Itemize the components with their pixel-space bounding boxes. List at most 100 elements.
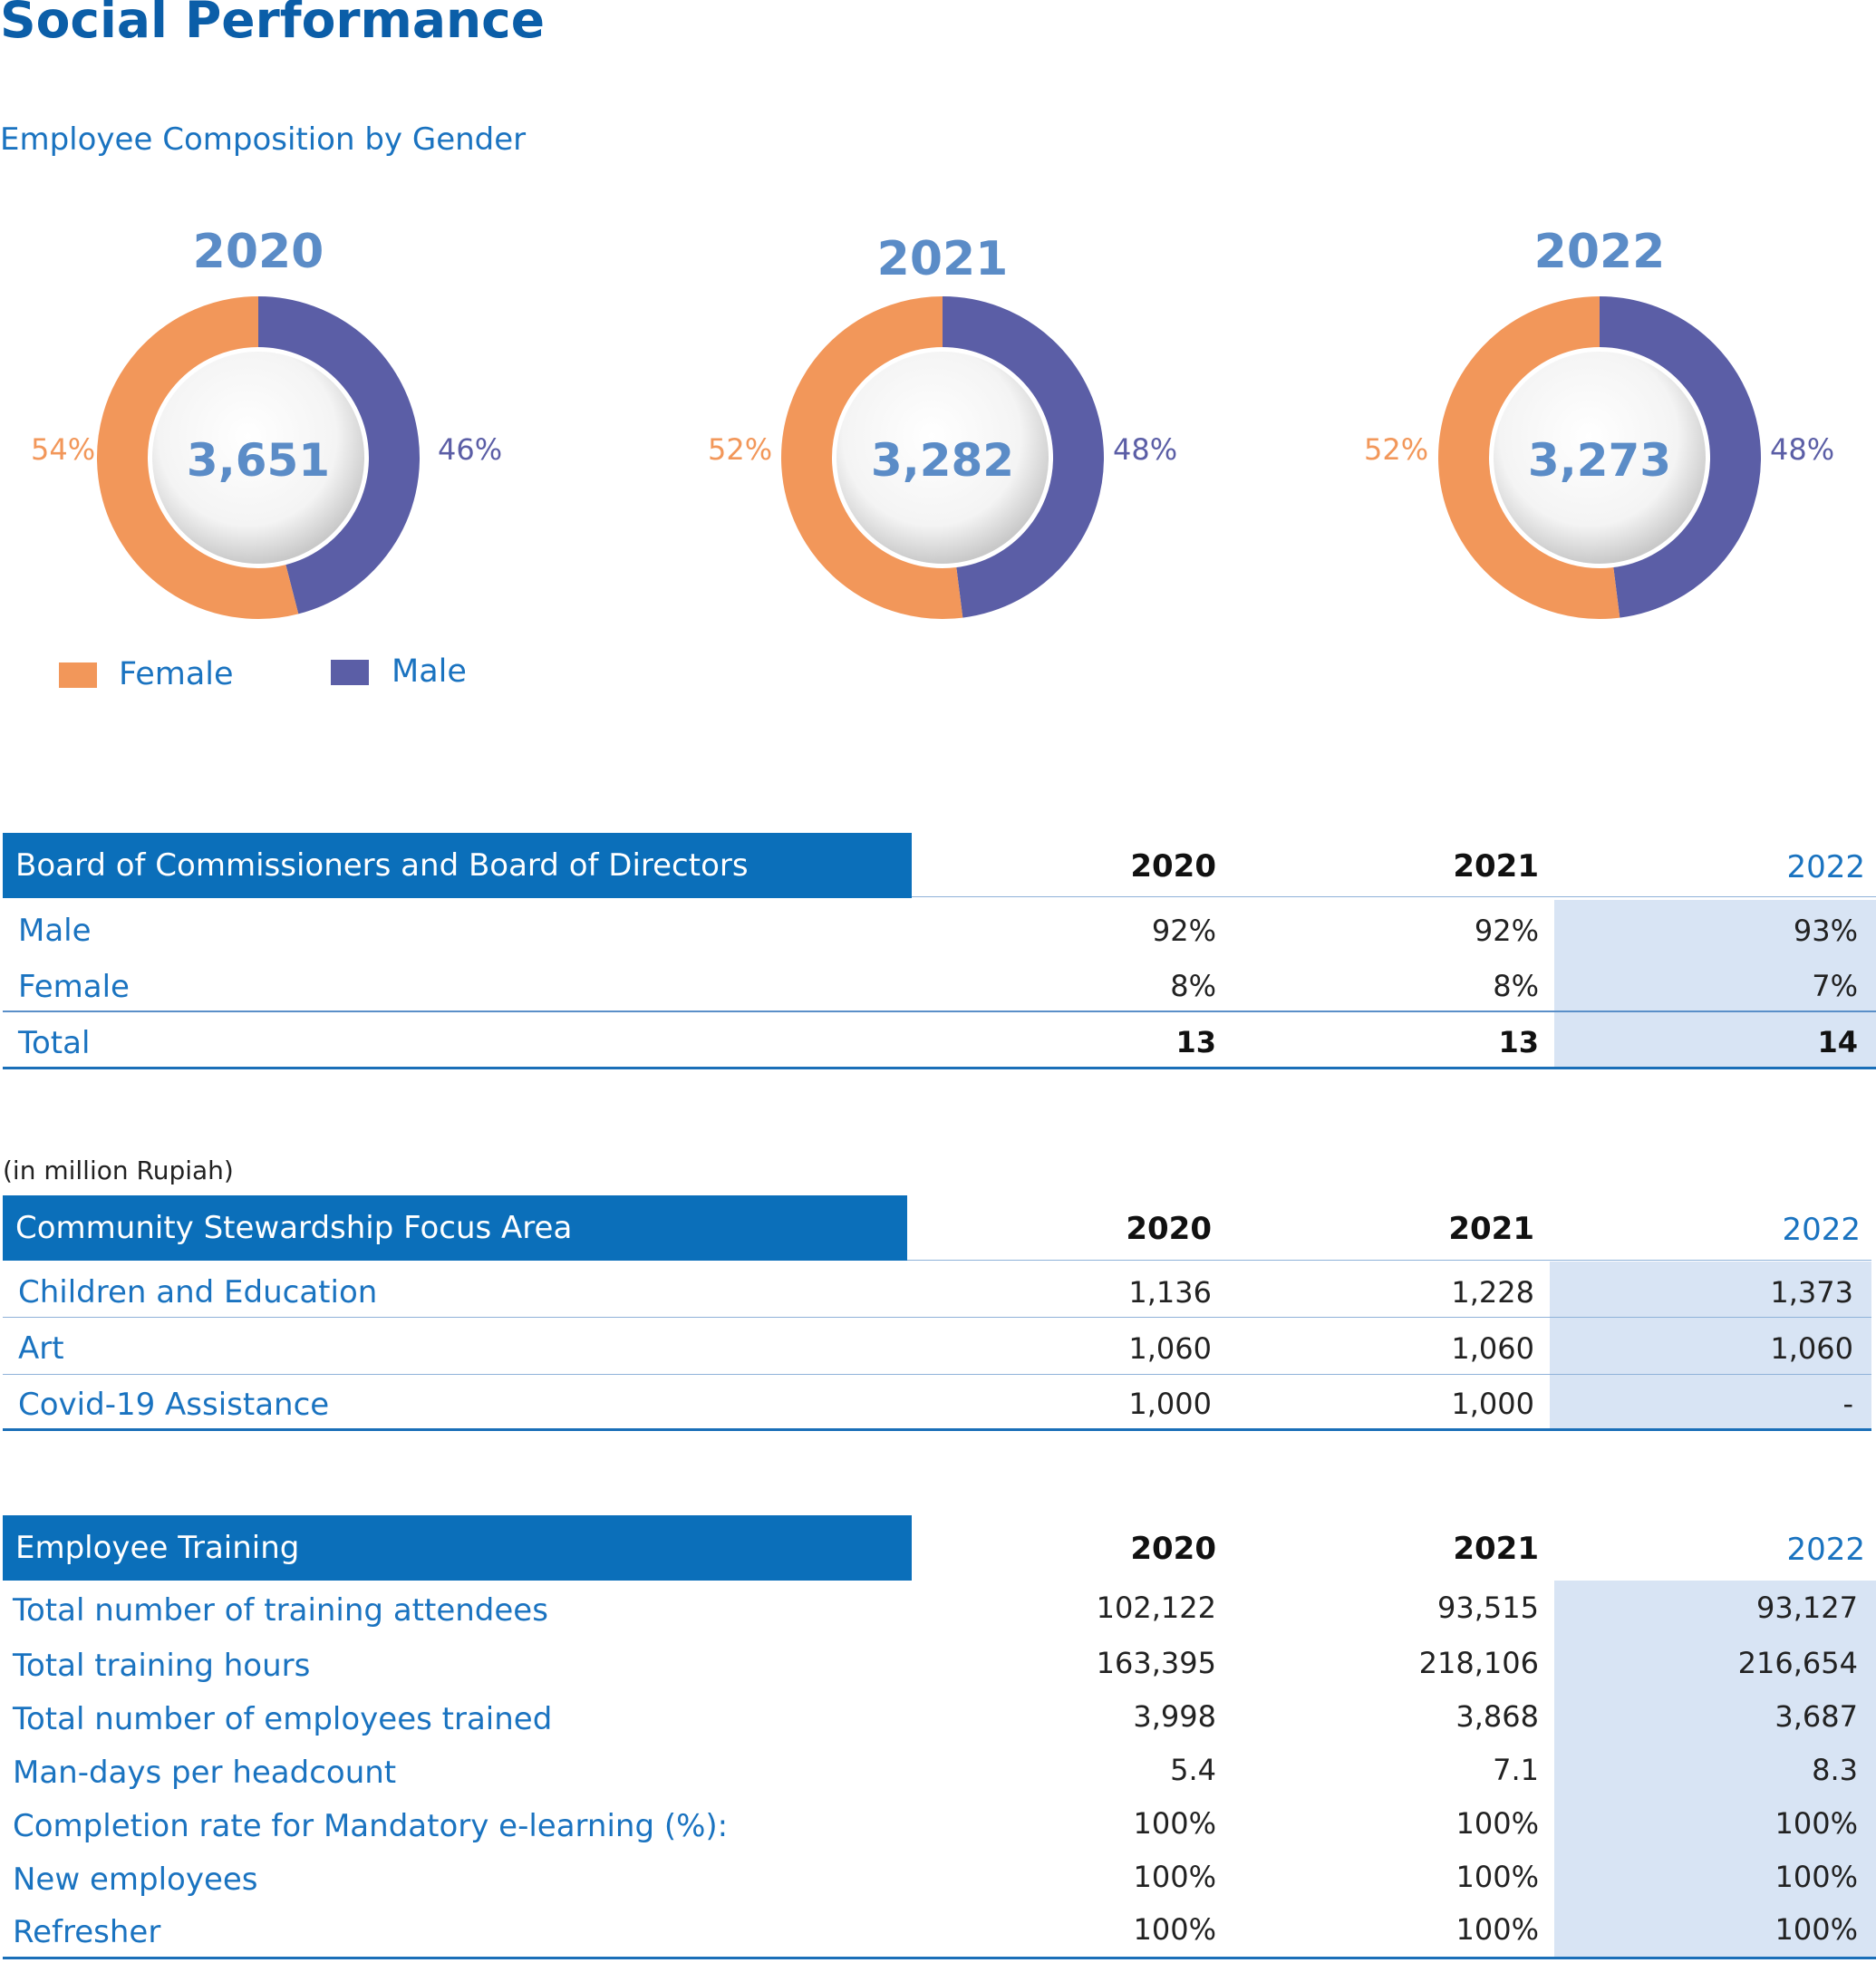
training-row-label: Completion rate for Mandatory e-learning… [13,1808,729,1844]
divider [3,1317,1871,1318]
training-row-label: Refresher [13,1914,161,1950]
community-cell: 1,373 [1770,1275,1853,1310]
training-row-label: Total number of training attendees [13,1592,548,1629]
community-table-header: Community Stewardship Focus Area [3,1195,907,1261]
training-year-2020: 2020 [1130,1531,1216,1567]
board-cell: 8% [1170,969,1216,1003]
training-cell: 3,868 [1455,1699,1539,1734]
male-percent-label: 48% [1113,432,1178,467]
highlight-column [1550,1262,1871,1429]
training-cell: 7.1 [1493,1753,1539,1787]
training-cell: 100% [1133,1912,1216,1947]
donut-chart-2020 [97,296,420,619]
divider [907,1260,1871,1261]
community-cell: 1,000 [1451,1387,1534,1421]
slice-female-2022 [1438,296,1620,619]
page-title: Social Performance [0,0,546,49]
board-cell: 93% [1793,914,1858,948]
highlight-column [1554,1581,1876,1957]
unit-note: (in million Rupiah) [3,1156,234,1185]
donut-chart-2022 [1438,296,1761,619]
training-cell: 163,395 [1096,1646,1216,1680]
donut-total-label: 3,651 [186,434,331,487]
training-row-label: Total number of employees trained [13,1701,553,1737]
divider [3,1374,1871,1375]
male-percent-label: 48% [1770,432,1835,467]
legend-female-swatch [59,662,97,688]
slice-male-2022 [1599,296,1761,618]
training-cell: 100% [1774,1912,1858,1947]
female-percent-label: 54% [31,432,96,467]
community-cell: 1,136 [1128,1275,1212,1310]
chart-subtitle: Employee Composition by Gender [0,121,527,158]
training-table-header: Employee Training [3,1515,912,1581]
training-cell: 8.3 [1812,1753,1858,1787]
board-row-label: Female [18,969,130,1005]
slice-female-2021 [781,296,963,619]
donut-chart-2021 [781,296,1104,619]
training-cell: 100% [1133,1806,1216,1841]
training-cell: 218,106 [1418,1646,1539,1680]
donut-total-label: 3,273 [1527,434,1672,487]
training-row-label: Man-days per headcount [13,1755,397,1791]
training-cell: 100% [1774,1806,1858,1841]
training-cell: 100% [1455,1912,1539,1947]
community-cell: - [1842,1387,1853,1421]
slice-female-2020 [97,296,299,619]
training-cell: 102,122 [1096,1591,1216,1625]
community-row-label: Children and Education [18,1274,378,1310]
community-year-2021: 2021 [1448,1211,1534,1247]
training-cell: 100% [1133,1860,1216,1894]
male-percent-label: 46% [438,432,503,467]
training-cell: 100% [1774,1860,1858,1894]
divider [3,1011,1876,1012]
community-cell: 1,060 [1451,1331,1534,1366]
training-cell: 5.4 [1170,1753,1216,1787]
training-cell: 100% [1455,1860,1539,1894]
divider [3,1067,1876,1069]
board-cell: 92% [1474,914,1539,948]
donut-year-label: 2020 [192,225,324,279]
divider [3,1957,1876,1959]
training-cell: 3,687 [1774,1699,1858,1734]
legend-male-swatch [331,660,369,685]
donut-center-disc [152,352,364,564]
female-percent-label: 52% [708,432,773,467]
board-cell: 7% [1812,969,1858,1003]
training-cell: 3,998 [1133,1699,1216,1734]
legend-male-label: Male [392,653,467,690]
divider [912,896,1876,897]
board-year-2020: 2020 [1130,848,1216,885]
board-year-2021: 2021 [1453,848,1539,885]
donut-year-label: 2022 [1533,225,1666,279]
slice-male-2020 [257,296,420,614]
slice-male-2021 [942,296,1104,618]
board-row-label: Total [18,1025,91,1061]
board-table-header: Board of Commissioners and Board of Dire… [3,833,912,898]
community-cell: 1,228 [1451,1275,1534,1310]
board-cell: 13 [1498,1025,1539,1059]
community-cell: 1,060 [1128,1331,1212,1366]
board-cell: 8% [1493,969,1539,1003]
board-row-label: Male [18,913,92,949]
legend-female-label: Female [119,656,234,692]
community-row-label: Art [18,1330,64,1367]
training-cell: 93,515 [1437,1591,1539,1625]
female-percent-label: 52% [1364,432,1429,467]
community-cell: 1,060 [1770,1331,1853,1366]
community-row-label: Covid-19 Assistance [18,1387,330,1423]
training-cell: 100% [1455,1806,1539,1841]
community-cell: 1,000 [1128,1387,1212,1421]
community-year-2022: 2022 [1782,1212,1861,1248]
training-cell: 93,127 [1756,1591,1858,1625]
board-cell: 14 [1817,1025,1858,1059]
highlight-column [1554,900,1876,1068]
training-year-2021: 2021 [1453,1531,1539,1567]
board-year-2022: 2022 [1786,849,1865,885]
community-year-2020: 2020 [1126,1211,1212,1247]
donut-center-disc [1494,352,1706,564]
board-cell: 13 [1175,1025,1216,1059]
donut-total-label: 3,282 [870,434,1015,487]
board-cell: 92% [1151,914,1216,948]
training-row-label: New employees [13,1861,258,1898]
